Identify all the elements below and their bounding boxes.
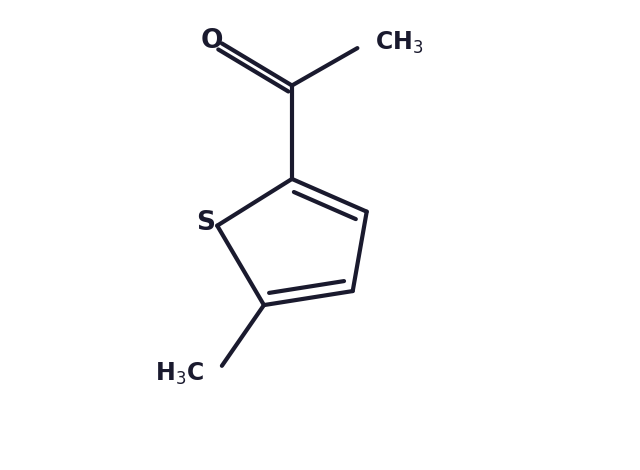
- Text: H$_3$C: H$_3$C: [155, 361, 204, 387]
- Text: CH$_3$: CH$_3$: [375, 30, 424, 55]
- Text: O: O: [200, 28, 223, 54]
- Text: S: S: [196, 210, 215, 236]
